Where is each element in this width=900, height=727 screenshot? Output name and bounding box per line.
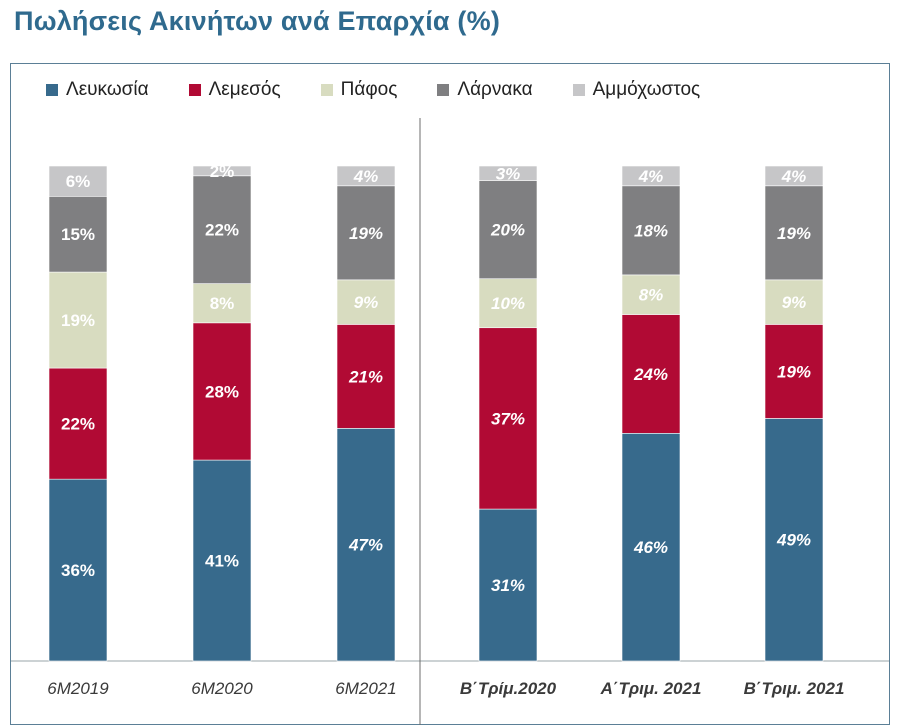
legend-label: Λευκωσία bbox=[66, 79, 149, 100]
data-label: 6% bbox=[66, 172, 91, 191]
legend-swatch bbox=[46, 84, 58, 96]
bar-segment bbox=[621, 185, 681, 276]
bar-segment bbox=[478, 327, 538, 510]
data-label: 47% bbox=[348, 536, 383, 555]
legend-item-4: Λάρνακα bbox=[437, 79, 533, 101]
data-label: 20% bbox=[490, 221, 525, 240]
data-label: 19% bbox=[777, 362, 811, 381]
data-label: 31% bbox=[491, 576, 525, 595]
bar-segment bbox=[48, 367, 108, 480]
legend-label: Αμμόχωστος bbox=[592, 79, 701, 100]
bar-segment bbox=[192, 175, 252, 284]
data-label: 37% bbox=[491, 409, 525, 428]
data-label: 49% bbox=[776, 531, 811, 550]
data-label: 22% bbox=[61, 415, 95, 434]
bar-segment bbox=[192, 283, 252, 324]
bar-segment bbox=[192, 322, 252, 461]
data-label: 28% bbox=[205, 382, 239, 401]
category-label: Β΄Τριμ. 2021 bbox=[744, 679, 845, 698]
data-label: 46% bbox=[633, 538, 668, 557]
legend-swatch bbox=[437, 84, 450, 96]
bar-segment bbox=[48, 271, 108, 369]
data-label: 2% bbox=[210, 162, 235, 181]
bar-segment bbox=[764, 279, 824, 325]
data-label: 8% bbox=[639, 286, 664, 305]
bar-segment bbox=[192, 165, 252, 177]
bar-segment bbox=[336, 279, 396, 325]
data-label: 9% bbox=[782, 293, 807, 312]
data-label: 4% bbox=[781, 167, 807, 186]
data-label: 3% bbox=[496, 164, 521, 183]
bar-segment bbox=[764, 418, 824, 662]
legend-item-5: Αμμόχωστος bbox=[572, 79, 701, 101]
category-label: 6M2019 bbox=[47, 679, 109, 698]
data-label: 24% bbox=[633, 365, 668, 384]
bar-segment bbox=[621, 274, 681, 315]
bar-segment bbox=[48, 196, 108, 273]
data-label: 41% bbox=[205, 552, 239, 571]
category-label: 6M2020 bbox=[191, 679, 253, 698]
legend-label: Λεμεσός bbox=[208, 79, 281, 100]
data-label: 19% bbox=[349, 224, 383, 243]
data-label: 9% bbox=[354, 293, 379, 312]
legend: Λευκωσία Λεμεσός Πάφος Λάρνακα Αμμόχωστος bbox=[46, 79, 740, 101]
bar-segment bbox=[478, 508, 538, 662]
bar-segment bbox=[478, 278, 538, 329]
data-label: 19% bbox=[777, 224, 811, 243]
bar-segment bbox=[621, 314, 681, 434]
chart-frame bbox=[10, 63, 890, 725]
bar-segment bbox=[478, 165, 538, 182]
data-label: 19% bbox=[61, 311, 95, 330]
bar-segment bbox=[478, 180, 538, 280]
data-label: 36% bbox=[61, 561, 95, 580]
bar-segment bbox=[764, 324, 824, 419]
chart-title: Πωλήσεις Ακινήτων ανά Επαρχία (%) bbox=[14, 6, 501, 36]
category-label: Β΄Τρίμ.2020 bbox=[460, 679, 557, 698]
legend-item-3: Πάφος bbox=[320, 79, 398, 101]
category-label: Α΄Τριμ. 2021 bbox=[600, 679, 702, 698]
legend-item-1: Λευκωσία bbox=[46, 79, 149, 101]
bar-segment bbox=[336, 165, 396, 187]
legend-label: Λάρνακα bbox=[457, 79, 533, 100]
bar-segment bbox=[48, 478, 108, 662]
bar-segment bbox=[336, 428, 396, 662]
bar-segment bbox=[764, 185, 824, 281]
legend-item-2: Λεμεσός bbox=[188, 79, 281, 101]
bar-segment bbox=[621, 165, 681, 187]
data-label: 21% bbox=[348, 367, 383, 386]
bar-segment bbox=[621, 432, 681, 662]
data-label: 8% bbox=[210, 294, 235, 313]
data-label: 15% bbox=[61, 225, 95, 244]
bar-segment bbox=[336, 324, 396, 429]
data-label: 10% bbox=[491, 294, 525, 313]
legend-swatch bbox=[320, 84, 333, 96]
bar-segment bbox=[764, 165, 824, 187]
data-label: 4% bbox=[353, 167, 379, 186]
bar-segment bbox=[48, 165, 108, 197]
data-label: 18% bbox=[634, 221, 668, 240]
legend-swatch bbox=[188, 84, 201, 96]
legend-swatch bbox=[572, 84, 585, 96]
legend-label: Πάφος bbox=[340, 79, 398, 100]
data-label: 22% bbox=[205, 221, 239, 240]
bar-segment bbox=[336, 185, 396, 281]
category-label: 6M2021 bbox=[335, 679, 396, 698]
data-label: 4% bbox=[638, 167, 664, 186]
bar-segment bbox=[192, 459, 252, 662]
